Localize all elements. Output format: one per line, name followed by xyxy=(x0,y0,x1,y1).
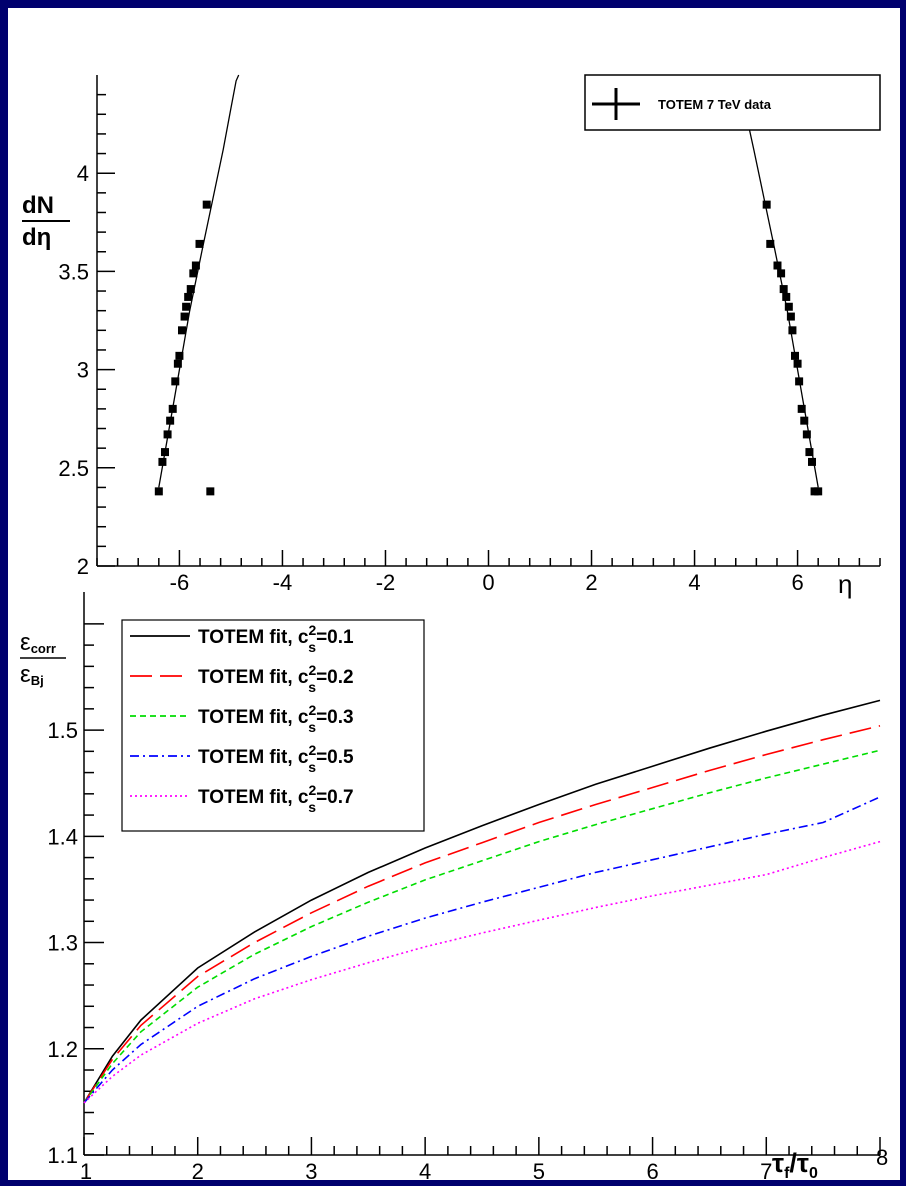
data-point xyxy=(186,285,195,294)
x-tick-label: -4 xyxy=(273,570,293,595)
y-tick-label: 1.3 xyxy=(47,931,78,956)
data-point xyxy=(773,261,782,270)
data-point xyxy=(175,351,184,360)
y-tick-label: 4 xyxy=(77,161,89,186)
data-point xyxy=(762,200,771,209)
series-line-cs2-03 xyxy=(83,749,881,1104)
y-tick-label: 1.1 xyxy=(47,1143,78,1168)
data-point xyxy=(777,269,786,278)
legend-label: TOTEM 7 TeV data xyxy=(658,97,772,112)
x-tick-label: 6 xyxy=(791,570,803,595)
fit-curve xyxy=(745,114,819,488)
y-tick-label: 2.5 xyxy=(58,456,89,481)
y-tick-label: 3 xyxy=(77,358,89,383)
x-tick-label: 6 xyxy=(646,1159,658,1184)
y-axis-title-numerator: dN xyxy=(22,192,54,219)
data-point xyxy=(814,487,823,496)
x-tick-label: 0 xyxy=(482,570,494,595)
eta-distribution-chart: -6 -4 -2 0 2 4 6 2 2.5 3 3.5 4 η dN dη TOTEM 7 TeV data xyxy=(22,74,881,599)
series-line-cs2-01 xyxy=(83,699,881,1104)
data-point xyxy=(802,430,811,439)
x-tick-label: 2 xyxy=(192,1159,204,1184)
y-tick-label: 1.4 xyxy=(47,824,78,849)
x-tick-label: -6 xyxy=(170,570,190,595)
series-line-cs2-02 xyxy=(83,725,881,1104)
data-point xyxy=(766,239,775,248)
data-point xyxy=(173,359,182,368)
energy-ratio-chart: 2 3 4 5 6 7181.11.21.31.41.5τf/τ0εcorrεBjTOTE… xyxy=(20,592,888,1184)
data-point xyxy=(163,430,172,439)
data-point xyxy=(189,269,198,278)
data-point xyxy=(195,239,204,248)
x-tick-label: -2 xyxy=(376,570,396,595)
data-point xyxy=(782,292,791,301)
x-tick-label: 1 xyxy=(80,1159,92,1184)
x-tick-label: 8 xyxy=(876,1145,888,1170)
data-point xyxy=(800,416,809,425)
data-point xyxy=(182,302,191,311)
data-point xyxy=(184,292,193,301)
data-point xyxy=(784,302,793,311)
data-point xyxy=(168,404,177,413)
x-tick-label: 7 xyxy=(760,1159,772,1184)
x-tick-label: 2 xyxy=(585,570,597,595)
series-line-cs2-05 xyxy=(83,796,881,1104)
data-point xyxy=(805,448,814,457)
data-point xyxy=(206,487,215,496)
data-point xyxy=(154,487,163,496)
y-tick-label: 1.2 xyxy=(47,1037,78,1062)
x-tick-label: 4 xyxy=(419,1159,431,1184)
data-point xyxy=(180,312,189,321)
data-point xyxy=(788,326,797,335)
data-point xyxy=(791,351,800,360)
data-point xyxy=(171,377,180,386)
fit-curve xyxy=(158,74,240,488)
x-tick-label: 3 xyxy=(305,1159,317,1184)
y-axis-title-denominator: εBj xyxy=(20,661,44,688)
data-point xyxy=(158,457,167,466)
data-point xyxy=(793,359,802,368)
data-point xyxy=(166,416,175,425)
y-tick-label: 1.5 xyxy=(47,718,78,743)
data-point xyxy=(795,377,804,386)
figure-panel xyxy=(8,8,900,1180)
y-tick-label: 2 xyxy=(77,554,89,579)
legend-box xyxy=(121,619,425,832)
series-line-cs2-07 xyxy=(83,840,881,1104)
data-point xyxy=(786,312,795,321)
x-tick-label: 5 xyxy=(533,1159,545,1184)
y-axis-title-denominator: dη xyxy=(22,224,51,251)
x-axis-title: η xyxy=(838,569,852,599)
data-point xyxy=(202,200,211,209)
y-axis-title-numerator: εcorr xyxy=(20,629,56,656)
data-point xyxy=(797,404,806,413)
data-point xyxy=(808,457,817,466)
x-tick-label: 4 xyxy=(688,570,700,595)
y-tick-label: 3.5 xyxy=(58,259,89,284)
data-point xyxy=(779,285,788,294)
data-point xyxy=(177,326,186,335)
data-point xyxy=(191,261,200,270)
data-point xyxy=(160,448,169,457)
